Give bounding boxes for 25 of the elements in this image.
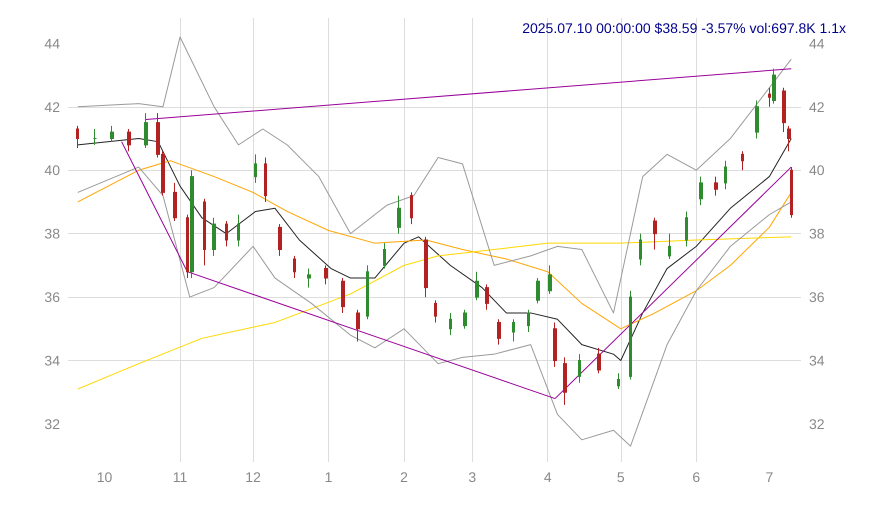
chart-title: 2025.07.10 00:00:00 $38.59 -3.57% vol:697.8K 1.1x <box>522 20 846 36</box>
y-tick-label: 36 <box>809 289 825 306</box>
y2-tick-label: 38 <box>44 226 60 242</box>
y-tick-label: 44 <box>809 35 825 52</box>
x-tick-label: 6 <box>692 469 700 485</box>
y2-tick-label: 36 <box>44 289 60 306</box>
x-tick-label: 4 <box>544 469 552 485</box>
y-tick-label: 40 <box>809 162 825 178</box>
x-tick-label: 11 <box>172 469 188 485</box>
x-tick-label: 3 <box>468 469 476 485</box>
x-tick-label: 2 <box>400 469 408 485</box>
x-tick-label: 10 <box>96 469 113 485</box>
x-tick-label: 7 <box>765 469 774 485</box>
y-tick-label: 42 <box>809 98 825 115</box>
y2-tick-label: 32 <box>44 416 60 432</box>
x-tick-label: 12 <box>245 469 262 485</box>
y-tick-label: 38 <box>809 226 825 242</box>
y2-tick-label: 34 <box>44 352 60 369</box>
y2-tick-label: 42 <box>44 98 60 115</box>
x-tick-label: 1 <box>324 469 333 485</box>
y2-tick-label: 44 <box>44 35 60 52</box>
y2-tick-label: 40 <box>44 162 60 178</box>
y-tick-label: 34 <box>809 352 825 369</box>
y-tick-label: 32 <box>809 416 825 432</box>
x-tick-label: 5 <box>616 469 625 485</box>
